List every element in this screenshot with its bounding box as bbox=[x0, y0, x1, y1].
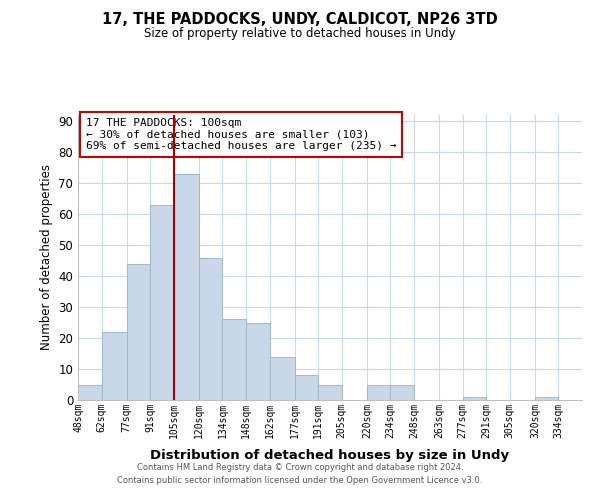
Bar bbox=[199, 258, 223, 400]
Bar bbox=[295, 375, 318, 400]
Text: Contains HM Land Registry data © Crown copyright and database right 2024.: Contains HM Land Registry data © Crown c… bbox=[137, 464, 463, 472]
Bar bbox=[246, 322, 269, 400]
Text: Contains public sector information licensed under the Open Government Licence v3: Contains public sector information licen… bbox=[118, 476, 482, 485]
Bar bbox=[150, 205, 174, 400]
Bar bbox=[127, 264, 150, 400]
Bar bbox=[463, 397, 486, 400]
Text: 17 THE PADDOCKS: 100sqm
← 30% of detached houses are smaller (103)
69% of semi-d: 17 THE PADDOCKS: 100sqm ← 30% of detache… bbox=[86, 118, 396, 151]
Bar bbox=[174, 174, 199, 400]
Bar bbox=[391, 384, 414, 400]
Bar bbox=[101, 332, 127, 400]
Bar bbox=[535, 397, 559, 400]
Bar bbox=[269, 356, 295, 400]
Bar bbox=[78, 384, 101, 400]
Text: 17, THE PADDOCKS, UNDY, CALDICOT, NP26 3TD: 17, THE PADDOCKS, UNDY, CALDICOT, NP26 3… bbox=[102, 12, 498, 28]
Bar bbox=[223, 320, 246, 400]
Y-axis label: Number of detached properties: Number of detached properties bbox=[40, 164, 53, 350]
Text: Size of property relative to detached houses in Undy: Size of property relative to detached ho… bbox=[144, 28, 456, 40]
X-axis label: Distribution of detached houses by size in Undy: Distribution of detached houses by size … bbox=[151, 449, 509, 462]
Bar bbox=[318, 384, 342, 400]
Bar bbox=[367, 384, 391, 400]
